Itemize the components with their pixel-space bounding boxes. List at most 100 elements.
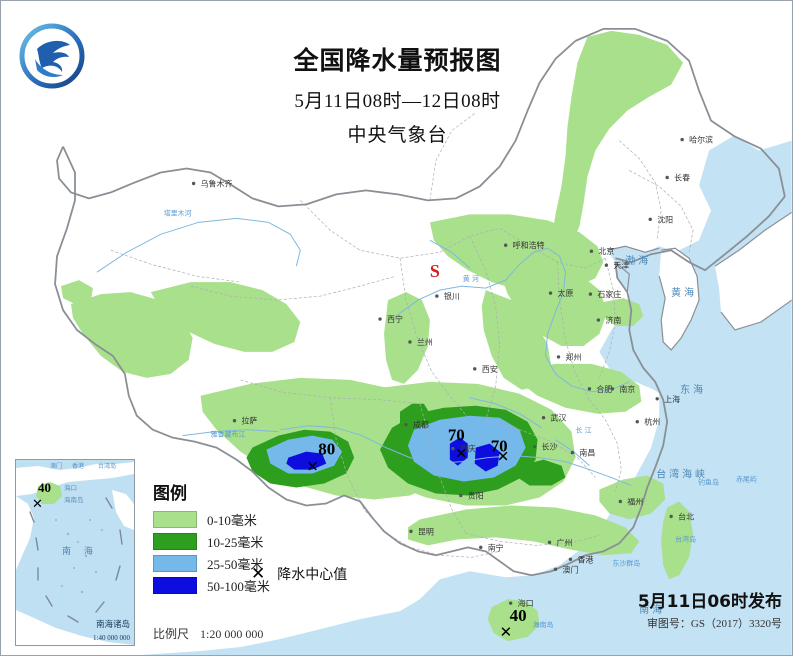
precip-center-x-icon-1: ✕ [455, 445, 468, 463]
city-dot [508, 601, 513, 605]
city-label-贵阳[interactable]: 贵阳 [468, 490, 484, 500]
city-label-南宁[interactable]: 南宁 [488, 542, 504, 552]
city-dot [404, 423, 408, 427]
city-dot [473, 367, 477, 371]
city-label-上海[interactable]: 上海 [664, 394, 680, 404]
area-label-海南岛: 海南岛 [533, 620, 554, 629]
legend-label-0-10: 0-10毫米 [207, 513, 257, 528]
inset-precip-center-value: 40 [38, 480, 51, 495]
sea-label-渤海: 渤海 [625, 254, 651, 267]
city-dot [503, 243, 508, 247]
inset-label-hainan: 海南岛 [64, 495, 84, 504]
legend-swatch-0-10 [153, 511, 197, 528]
city-label-重庆[interactable]: 重庆 [460, 444, 476, 454]
legend-row: 0-10毫米 [153, 510, 270, 529]
city-label-石家庄[interactable]: 石家庄 [597, 289, 621, 299]
city-label-哈尔滨[interactable]: 哈尔滨 [689, 135, 713, 145]
precip-center-value-0: 80 [318, 440, 335, 459]
city-label-杭州[interactable]: 杭州 [644, 417, 660, 427]
dust-storm-s-icon: S [430, 261, 440, 281]
city-dot [548, 291, 553, 295]
inset-nine-dash-line [29, 497, 123, 623]
city-label-南京[interactable]: 南京 [619, 384, 635, 394]
city-label-西宁[interactable]: 西宁 [387, 314, 403, 324]
city-label-西安[interactable]: 西安 [482, 364, 498, 374]
inset-label-hongkong: 香港 [72, 462, 84, 470]
scale-bar: 比例尺 1:20 000 000 [153, 625, 263, 642]
inset-philippines [112, 490, 134, 530]
inset-label-taiwan: 台湾岛 [98, 462, 116, 470]
city-dot [655, 397, 659, 401]
city-label-澳门[interactable]: 澳门 [562, 564, 578, 574]
city-dot [588, 292, 593, 296]
legend: 图例 0-10毫米 10-25毫米 25-50毫米 50-100毫米 [153, 479, 270, 598]
area-label-赤尾屿: 赤尾屿 [736, 475, 757, 484]
issue-stamp: 5月11日06时发布 审图号：GS（2017）3320号 [638, 587, 782, 631]
sea-label-南海: 南海 [639, 603, 665, 616]
city-label-南昌[interactable]: 南昌 [579, 448, 595, 458]
city-dot [635, 420, 639, 424]
legend-label-10-25: 10-25毫米 [207, 535, 264, 550]
city-dot [596, 318, 601, 322]
city-label-郑州[interactable]: 郑州 [565, 352, 581, 362]
city-dot [408, 340, 412, 344]
city-label-台北[interactable]: 台北 [678, 511, 694, 521]
city-dot [451, 446, 455, 451]
legend-center-label: 降水中心值 [277, 567, 348, 583]
city-label-长沙[interactable]: 长沙 [542, 442, 558, 452]
city-dot [479, 545, 483, 550]
issue-time: 5月11日06时发布 [637, 592, 782, 612]
inset-sea-label: 南 海 [62, 545, 98, 557]
south-china-sea-inset[interactable]: 南 海 海口 海南岛 澳门 香港 台湾岛 40 ✕ 南海诸岛 1:40 000 … [15, 459, 135, 646]
scale-label: 比例尺 [153, 627, 190, 641]
city-label-福州[interactable]: 福州 [627, 497, 643, 506]
city-label-武汉[interactable]: 武汉 [551, 413, 567, 423]
city-label-合肥[interactable]: 合肥 [596, 384, 612, 394]
city-dot [459, 493, 463, 498]
city-label-拉萨[interactable]: 拉萨 [241, 416, 257, 426]
city-label-银川[interactable]: 银川 [444, 291, 460, 301]
city-label-北京[interactable]: 北京 [598, 246, 614, 256]
city-label-乌鲁木齐[interactable]: 乌鲁木齐 [201, 178, 233, 188]
area-label-塔里木河: 塔里木河 [164, 208, 192, 217]
city-label-长春[interactable]: 长春 [674, 172, 690, 182]
city-label-海口[interactable]: 海口 [518, 598, 534, 608]
city-dot [541, 416, 546, 420]
precip-center-x-icon-0: ✕ [306, 458, 319, 476]
legend-center-entry: ✕ 降水中心值 [251, 564, 347, 584]
korea-peninsula [659, 248, 700, 350]
city-label-太原[interactable]: 太原 [558, 288, 574, 298]
city-dot [568, 557, 573, 561]
precip-center-value-3: 40 [510, 606, 527, 625]
inset-islets [55, 519, 103, 594]
precip-center-value-2: 70 [491, 437, 508, 456]
city-label-天津[interactable]: 天津 [613, 260, 629, 270]
city-dot [604, 263, 609, 267]
city-label-呼和浩特[interactable]: 呼和浩特 [513, 240, 545, 250]
city-label-广州[interactable]: 广州 [557, 537, 573, 547]
inset-scale-value: 1:40 000 000 [93, 634, 130, 642]
rivers [96, 217, 632, 486]
legend-row: 50-100毫米 [153, 576, 270, 595]
cma-dragon-logo [15, 19, 89, 93]
city-label-兰州[interactable]: 兰州 [417, 337, 433, 347]
city-dot [680, 137, 684, 142]
city-dot [610, 387, 615, 391]
city-dot [587, 387, 592, 391]
legend-label-25-50: 25-50毫米 [207, 557, 264, 572]
area-label-雅鲁藏布江: 雅鲁藏布江 [211, 430, 246, 439]
city-dot [191, 181, 196, 186]
city-dot [618, 499, 623, 504]
city-label-昆明[interactable]: 昆明 [418, 527, 434, 536]
scale-value: 1:20 000 000 [200, 627, 264, 641]
city-dot [409, 529, 413, 534]
city-label-香港[interactable]: 香港 [577, 554, 593, 564]
city-label-沈阳[interactable]: 沈阳 [657, 214, 673, 224]
city-dot [378, 317, 382, 321]
city-dot [232, 419, 237, 423]
city-label-济南[interactable]: 济南 [605, 315, 621, 325]
city-dot [556, 355, 561, 359]
city-label-成都[interactable]: 成都 [413, 420, 429, 430]
area-label-钓鱼岛: 钓鱼岛 [698, 478, 719, 487]
